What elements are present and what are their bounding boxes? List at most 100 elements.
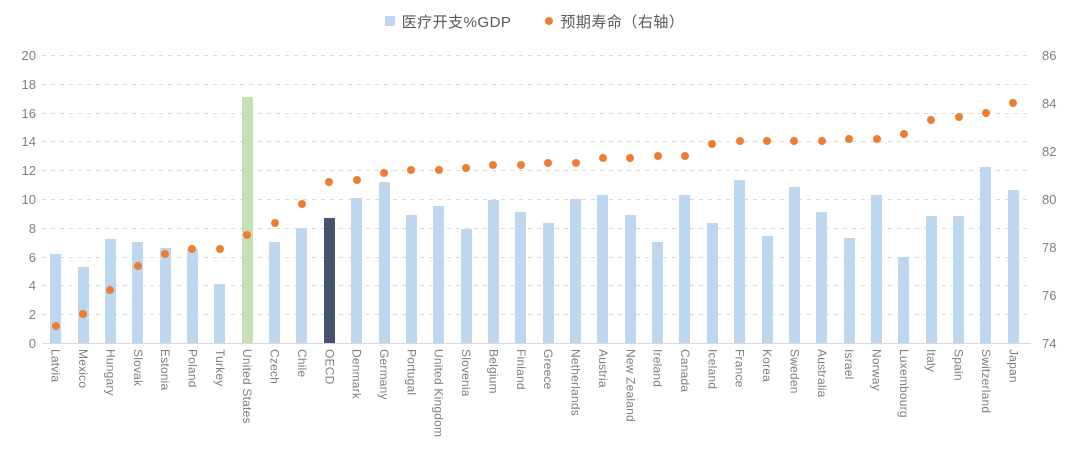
bar-netherlands [570,199,582,343]
x-axis-label: Greece [541,349,556,390]
dot-ireland [653,151,662,160]
bar-slovenia [460,229,472,343]
bar-japan [1007,190,1019,343]
y-axis-tick-label: 6 [28,249,36,265]
x-axis-label: Slovak [130,349,145,387]
bar-switzerland [980,167,992,343]
dot-japan [1009,99,1018,107]
bar-belgium [487,200,499,343]
dot-turkey [215,245,224,254]
dot-canada [680,151,689,160]
x-axis-label: United States [240,349,255,424]
bar-denmark [351,197,363,343]
dot-finland [516,161,525,170]
bar-germany [378,181,390,343]
x-axis-label: France [732,349,747,388]
x-axis-label: Norway [869,349,884,391]
dot-korea [763,137,772,146]
y-axis-tick-label: 14 [21,134,36,150]
x-axis-label: Austria [595,349,610,388]
x-axis-label: Czech [267,349,282,385]
x-axis-label: Spain [951,349,966,381]
x-axis-label: Slovenia [459,349,474,397]
bar-portugal [405,214,417,343]
x-axis-label: Finland [513,349,528,390]
bar-austria [597,194,609,343]
x-axis-label: Luxembourg [896,349,911,418]
gridline [42,314,1031,316]
bar-spain [953,216,965,343]
bar-estonia [159,247,171,343]
dot-australia [817,137,826,146]
bar-iceland [706,223,718,343]
x-axis-label: Poland [185,349,200,388]
legend-label-life-expectancy: 预期寿命（右轴） [560,13,685,31]
gridline [42,285,1031,287]
bar-norway [871,194,882,343]
y2-axis-tick-label: 76 [1042,288,1057,303]
bar-israel [843,237,855,343]
x-axis-label: Germany [377,349,391,400]
gridline [42,170,1031,172]
dot-israel [845,135,854,143]
bar-mexico [77,266,89,343]
dot-estonia [161,250,170,259]
dot-france [735,137,744,146]
x-axis-label: Korea [760,349,775,383]
dot-chile [297,199,306,208]
bar-ireland [652,242,664,343]
dot-italy [927,115,936,124]
x-axis-label: Canada [677,349,692,393]
legend-item-life-expectancy: 预期寿命（右轴） [545,11,684,32]
x-axis-label: Israel [842,349,857,380]
x-axis-line [42,343,1031,344]
bar-turkey [214,283,226,343]
x-axis-label: OECD [322,349,337,385]
dot-oecd [325,178,334,187]
x-axis-label: Switzerland [978,349,993,414]
legend: 医疗开支%GDP 预期寿命（右轴） [0,10,1069,32]
dot-mexico [79,310,88,319]
x-axis-label: Denmark [349,349,364,400]
y-axis-tick-label: 12 [21,163,36,179]
y2-axis-tick-label: 80 [1042,192,1057,207]
bar-poland [186,249,198,343]
x-axis-label: Mexico [76,349,91,389]
dot-spain [954,113,963,122]
bar-slovak [132,242,144,343]
bar-series-swatch-icon [384,16,395,26]
y-axis-tick-label: 2 [28,307,36,323]
bar-luxembourg [898,256,910,343]
bar-finland [515,211,527,343]
dot-austria [598,154,607,163]
dot-slovenia [462,163,471,172]
dot-denmark [352,175,361,184]
dot-series-swatch-icon [545,17,554,25]
x-axis-label: Ireland [650,349,665,388]
x-axis-label: Australia [814,349,829,398]
dot-poland [188,245,197,254]
y2-axis-tick-label: 84 [1042,96,1057,111]
legend-item-health-spending: 医疗开支%GDP [384,11,512,32]
bar-sweden [788,187,800,343]
y-axis-tick-label: 8 [28,220,36,236]
bar-australia [816,211,828,343]
gridline [42,256,1031,258]
bar-new-zealand [624,214,636,343]
x-axis-label: Estonia [158,349,173,391]
bar-united-states [241,96,253,343]
y-axis-tick-label: 10 [21,192,36,207]
bar-united-kingdom [433,206,445,343]
gridline [42,83,1031,85]
dot-luxembourg [899,130,908,139]
gridline [42,112,1031,114]
dot-portugal [407,166,416,175]
y-axis-tick-label: 20 [21,48,36,63]
y-axis-tick-label: 0 [28,336,36,351]
dot-united-kingdom [434,166,443,175]
bar-latvia [50,253,62,343]
y2-axis-tick-label: 86 [1042,48,1057,63]
dot-slovak [133,262,142,271]
